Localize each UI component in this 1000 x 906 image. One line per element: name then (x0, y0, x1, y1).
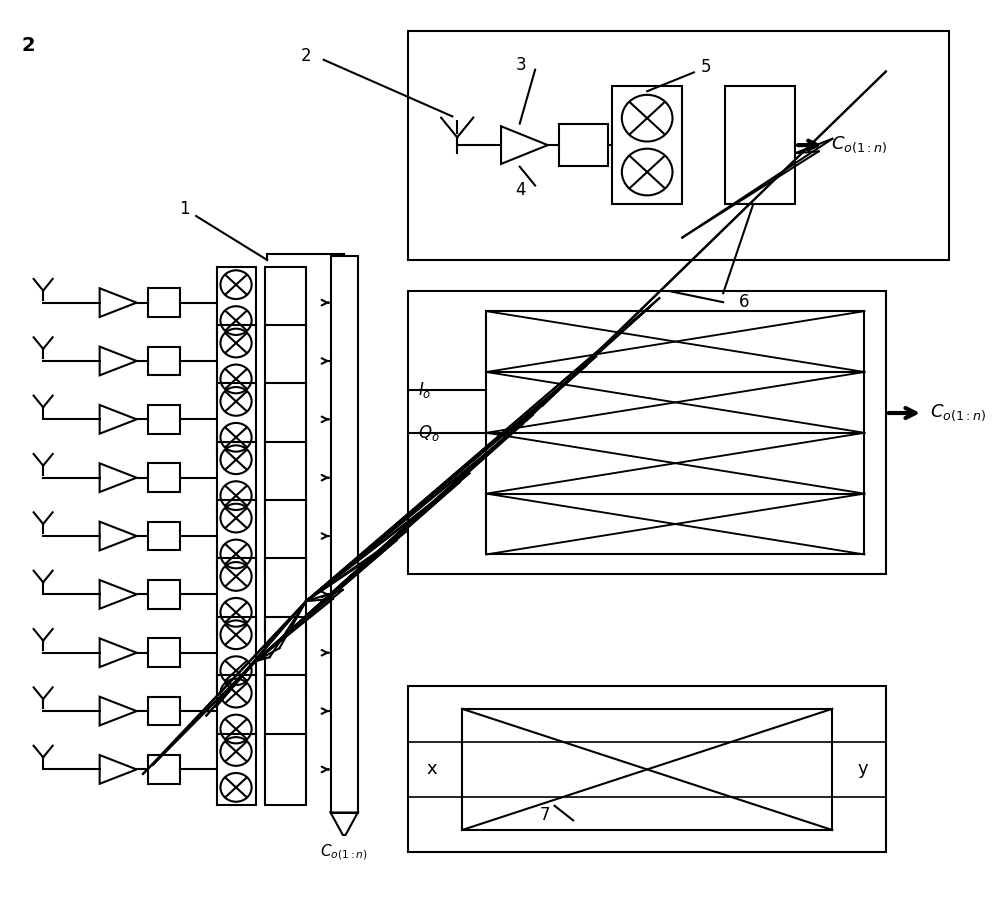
Text: y: y (858, 760, 868, 778)
Text: x: x (426, 760, 437, 778)
Bar (265, 558, 306, 631)
Text: 3: 3 (515, 56, 526, 74)
Bar (265, 734, 306, 805)
Bar (217, 442, 256, 514)
Bar (265, 675, 306, 747)
Bar (265, 266, 306, 339)
Bar (148, 639, 180, 667)
Bar (148, 288, 180, 317)
Text: 1: 1 (179, 200, 190, 217)
Bar (217, 500, 256, 572)
Bar (265, 325, 306, 397)
Bar (725, 86, 795, 205)
Text: 7: 7 (540, 805, 550, 824)
Bar (217, 325, 256, 397)
Bar (217, 675, 256, 747)
Text: 6: 6 (739, 294, 750, 311)
Bar (265, 617, 306, 689)
Bar (265, 442, 306, 514)
Text: $C_{o(1:n)}$: $C_{o(1:n)}$ (320, 843, 368, 862)
Text: 2: 2 (22, 35, 35, 54)
Bar (265, 383, 306, 455)
Bar (217, 266, 256, 339)
Bar (148, 580, 180, 609)
Text: $Q_o$: $Q_o$ (418, 423, 440, 443)
Bar (217, 558, 256, 631)
Bar (462, 708, 832, 830)
Text: 2: 2 (301, 47, 311, 65)
Bar (408, 292, 886, 574)
Bar (217, 734, 256, 805)
Bar (559, 124, 608, 166)
Bar (486, 311, 864, 554)
Bar (148, 755, 180, 784)
Bar (217, 383, 256, 455)
Bar (408, 687, 886, 853)
Bar (217, 617, 256, 689)
Text: $I_o$: $I_o$ (418, 381, 432, 400)
Text: 5: 5 (700, 58, 711, 76)
Bar (148, 405, 180, 434)
Bar (408, 31, 949, 260)
Bar (148, 463, 180, 492)
Bar (148, 522, 180, 551)
Text: $C_{o(1:n)}$: $C_{o(1:n)}$ (831, 135, 887, 156)
Bar (331, 256, 358, 813)
Bar (148, 697, 180, 726)
Bar (265, 500, 306, 572)
Bar (148, 347, 180, 375)
Bar (612, 86, 682, 205)
Text: $C_{o(1:n)}$: $C_{o(1:n)}$ (930, 402, 986, 423)
Text: 4: 4 (515, 181, 526, 199)
